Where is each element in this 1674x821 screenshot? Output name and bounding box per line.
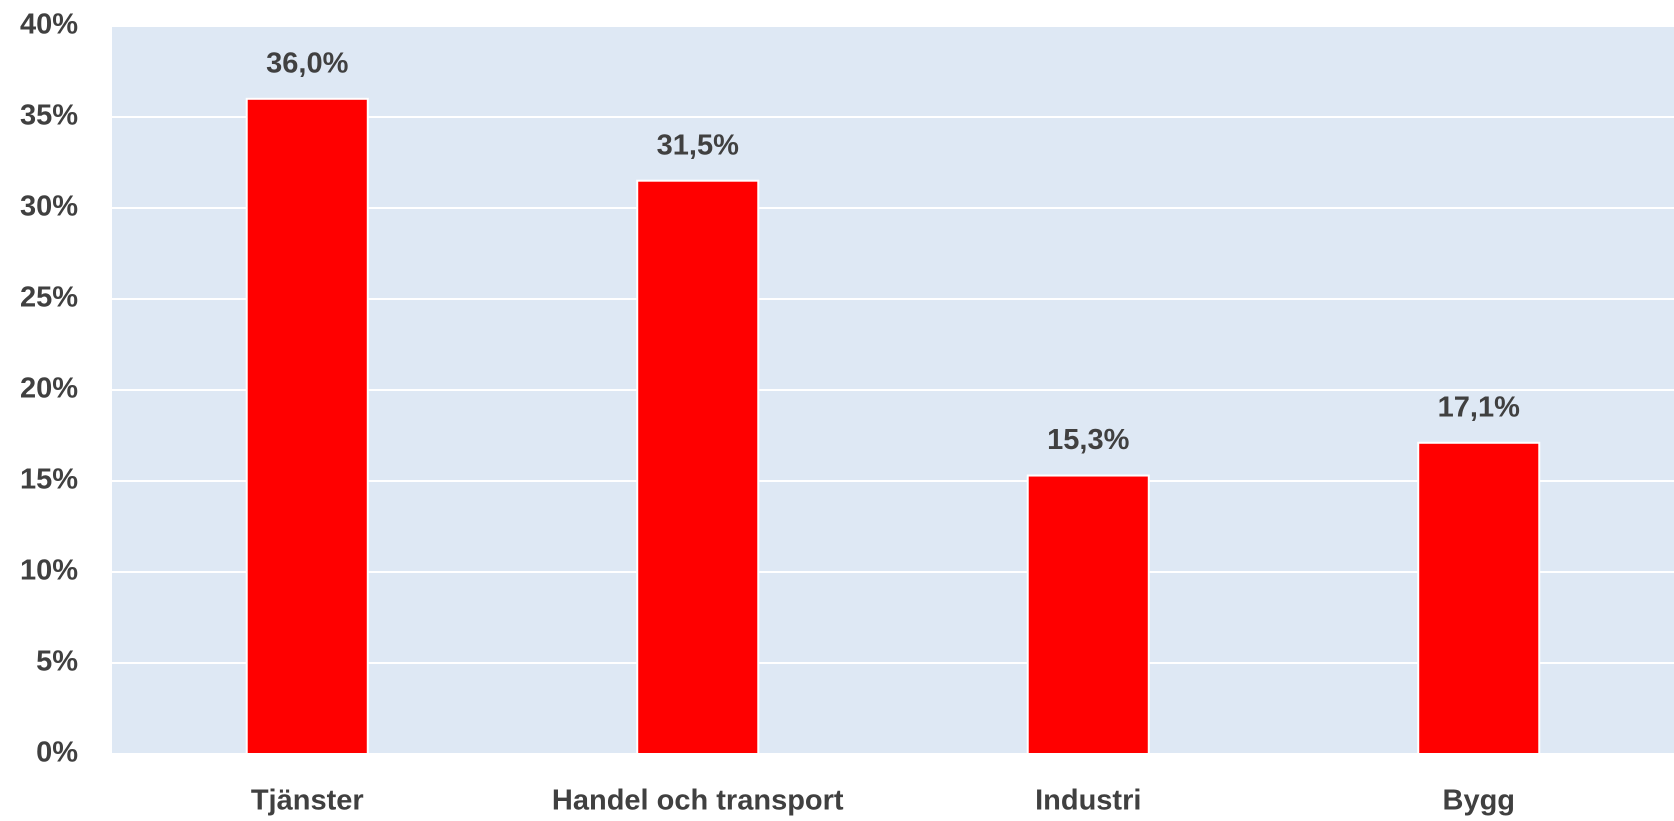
value-label: 36,0% [266, 47, 348, 79]
bar [636, 179, 760, 755]
x-tick-label: Industri [1035, 785, 1141, 817]
y-tick-label: 5% [36, 646, 78, 678]
y-tick-label: 20% [20, 373, 78, 405]
y-tick-label: 25% [20, 282, 78, 314]
x-tick-label: Handel och transport [552, 785, 844, 817]
bar [1417, 441, 1541, 755]
y-tick-label: 40% [20, 9, 78, 41]
bar [245, 97, 369, 756]
x-tick-label: Bygg [1443, 785, 1516, 817]
y-tick-label: 10% [20, 555, 78, 587]
y-tick-label: 0% [36, 737, 78, 769]
x-tick-label: Tjänster [251, 785, 364, 817]
y-tick-label: 15% [20, 464, 78, 496]
value-label: 15,3% [1047, 424, 1129, 456]
value-label: 31,5% [657, 129, 739, 161]
value-label: 17,1% [1438, 391, 1520, 423]
y-tick-label: 35% [20, 100, 78, 132]
y-tick-label: 30% [20, 191, 78, 223]
bar [1026, 474, 1150, 755]
